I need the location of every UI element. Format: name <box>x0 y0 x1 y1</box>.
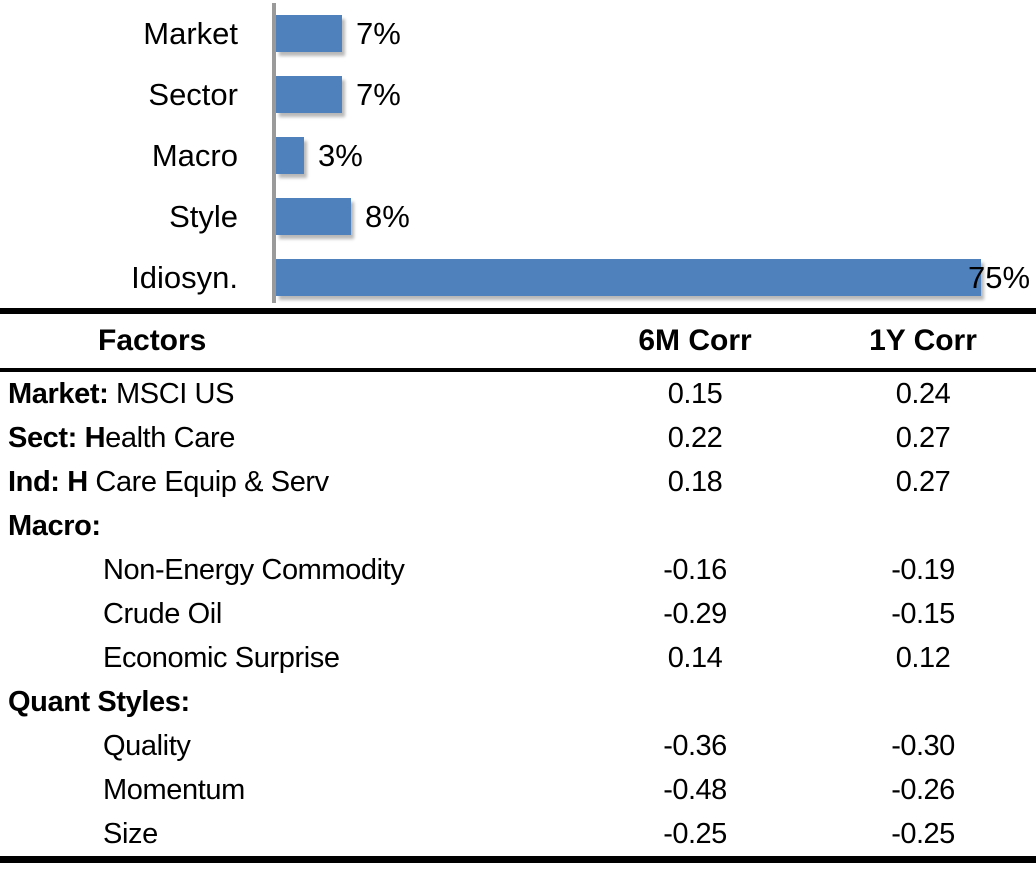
factor-label: Market: MSCI US <box>0 378 580 411</box>
corr-6m-value: 0.22 <box>667 421 723 454</box>
factor-label-rest: MSCI US <box>108 377 235 410</box>
table-header-row: Factors 6M Corr 1Y Corr <box>0 314 1036 372</box>
chart-row: Sector 7% <box>0 64 1036 125</box>
factor-label-bold: Quant Styles: <box>8 685 190 718</box>
chart-rows: Market 7% Sector 7% Macro 3% Style 8% Id… <box>0 3 1036 308</box>
factor-correlation-table: Factors 6M Corr 1Y Corr Market: MSCI US … <box>0 308 1036 863</box>
bar <box>276 137 304 174</box>
bar-value-label: 7% <box>356 16 401 51</box>
factor-label-bold: Ind: H <box>8 465 88 498</box>
corr-6m-value: 0.15 <box>667 377 723 410</box>
bar <box>276 15 342 52</box>
factor-label: Sect: Health Care <box>0 422 580 455</box>
bar-value-label: 8% <box>365 199 410 234</box>
chart-row: Market 7% <box>0 3 1036 64</box>
bar-area: 8% <box>272 186 1036 247</box>
corr-6m-value: -0.29 <box>663 597 727 630</box>
category-label: Macro <box>151 138 238 173</box>
factor-label-bold: Market: <box>8 377 109 410</box>
factor-label-rest: Size <box>103 817 158 850</box>
bar-area: 75% <box>272 247 1036 308</box>
corr-6m-value: -0.25 <box>663 817 727 850</box>
factor-label: Size <box>0 818 580 851</box>
category-label: Sector <box>148 77 238 112</box>
table-body: Market: MSCI US 0.15 0.24 Sect: Health C… <box>0 372 1036 856</box>
header-6m-corr: 6M Corr <box>638 324 752 357</box>
chart-row: Idiosyn. 75% <box>0 247 1036 308</box>
corr-1y-value: -0.30 <box>891 729 955 762</box>
factor-label-bold: Macro: <box>8 509 101 542</box>
factor-label-rest: Crude Oil <box>103 597 222 630</box>
bar-area: 7% <box>272 3 1036 64</box>
corr-1y-value: -0.15 <box>891 597 955 630</box>
factor-label-rest: Quality <box>103 729 191 762</box>
table-row: Crude Oil -0.29 -0.15 <box>0 592 1036 636</box>
table-row: Ind: H Care Equip & Serv 0.18 0.27 <box>0 460 1036 504</box>
corr-1y-value: 0.24 <box>895 377 951 410</box>
factor-label: Macro: <box>0 510 580 543</box>
table-row: Non-Energy Commodity -0.16 -0.19 <box>0 548 1036 592</box>
chart-row: Macro 3% <box>0 125 1036 186</box>
table-row: Sect: Health Care 0.22 0.27 <box>0 416 1036 460</box>
table-row: Market: MSCI US 0.15 0.24 <box>0 372 1036 416</box>
risk-decomposition-bar-chart: Market 7% Sector 7% Macro 3% Style 8% Id… <box>0 0 1036 308</box>
table-row: Quality -0.36 -0.30 <box>0 724 1036 768</box>
factor-label-rest: Non-Energy Commodity <box>103 553 405 586</box>
factor-label-rest: Care Equip & Serv <box>87 465 329 498</box>
bar-value-label: 3% <box>318 138 363 173</box>
table-row: Momentum -0.48 -0.26 <box>0 768 1036 812</box>
corr-1y-value: -0.19 <box>891 553 955 586</box>
table-row: Quant Styles: <box>0 680 1036 724</box>
category-label: Idiosyn. <box>131 260 238 295</box>
corr-1y-value: -0.26 <box>891 773 955 806</box>
factor-label-bold: Sect: H <box>8 421 106 454</box>
factor-label: Momentum <box>0 774 580 807</box>
header-1y-corr: 1Y Corr <box>869 324 977 357</box>
table-row: Macro: <box>0 504 1036 548</box>
factor-label-rest: ealth Care <box>105 421 235 454</box>
factor-label: Non-Energy Commodity <box>0 554 580 587</box>
bar-area: 7% <box>272 64 1036 125</box>
bar-value-label: 7% <box>356 77 401 112</box>
table-row: Size -0.25 -0.25 <box>0 812 1036 856</box>
category-label: Style <box>169 199 238 234</box>
chart-axis-line <box>272 3 276 303</box>
category-label: Market <box>143 16 238 51</box>
corr-6m-value: -0.16 <box>663 553 727 586</box>
factor-label: Economic Surprise <box>0 642 580 675</box>
factor-label-rest: Momentum <box>103 773 245 806</box>
header-factors: Factors <box>98 324 207 357</box>
chart-row: Style 8% <box>0 186 1036 247</box>
table-row: Economic Surprise 0.14 0.12 <box>0 636 1036 680</box>
corr-1y-value: 0.12 <box>895 641 951 674</box>
bar-value-label: 75% <box>968 260 1031 295</box>
factor-label: Quality <box>0 730 580 763</box>
corr-1y-value: 0.27 <box>895 465 951 498</box>
factor-label-rest: Economic Surprise <box>103 641 340 674</box>
corr-1y-value: -0.25 <box>891 817 955 850</box>
bar-area: 3% <box>272 125 1036 186</box>
factor-label: Crude Oil <box>0 598 580 631</box>
bar <box>276 198 351 235</box>
corr-6m-value: 0.14 <box>667 641 723 674</box>
corr-6m-value: 0.18 <box>667 465 723 498</box>
corr-1y-value: 0.27 <box>895 421 951 454</box>
bar <box>276 76 342 113</box>
corr-6m-value: -0.36 <box>663 729 727 762</box>
bar <box>276 259 981 296</box>
corr-6m-value: -0.48 <box>663 773 727 806</box>
factor-label: Ind: H Care Equip & Serv <box>0 466 580 499</box>
factor-label: Quant Styles: <box>0 686 580 719</box>
